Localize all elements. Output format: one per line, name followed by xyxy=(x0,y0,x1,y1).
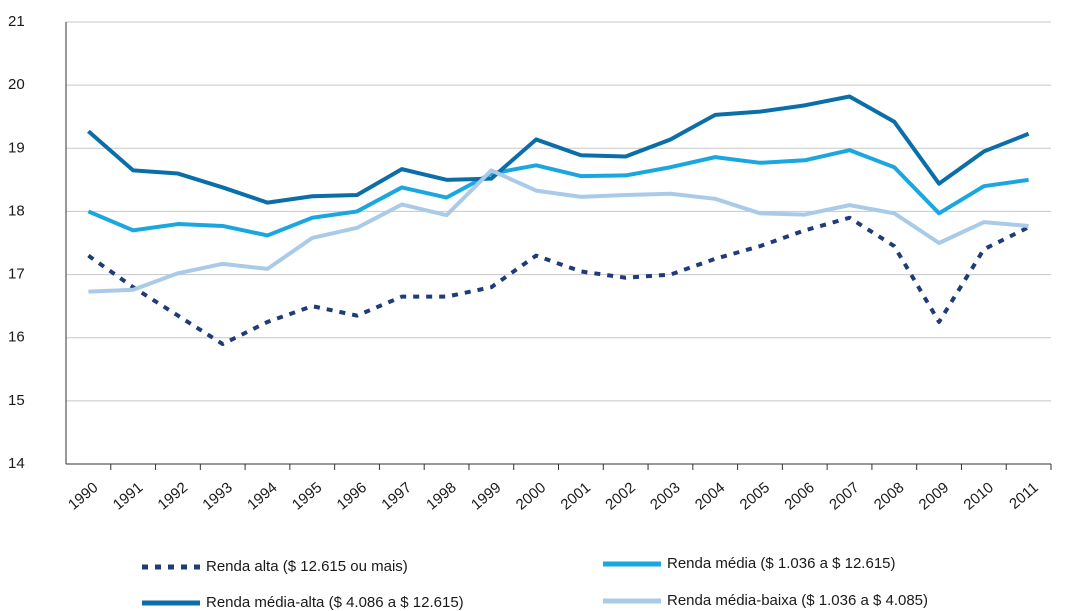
x-tick-label: 2000 xyxy=(513,479,549,513)
legend-label: Renda alta ($ 12.615 ou mais) xyxy=(206,558,408,575)
y-tick-label: 16 xyxy=(8,329,25,346)
x-tick-label: 1998 xyxy=(423,479,459,513)
legend-label: Renda média-alta ($ 4.086 a $ 12.615) xyxy=(206,594,464,611)
x-tick-label: 2009 xyxy=(916,479,952,513)
x-tick-label: 2006 xyxy=(781,479,817,513)
x-tick-label: 2011 xyxy=(1006,479,1042,513)
x-tick-label: 2004 xyxy=(692,479,728,513)
x-tick-label: 1992 xyxy=(155,479,191,513)
y-tick-label: 15 xyxy=(8,392,25,409)
x-tick-label: 1991 xyxy=(110,479,146,513)
x-tick-label: 1994 xyxy=(244,479,280,513)
legend-label: Renda média ($ 1.036 a $ 12.615) xyxy=(667,555,896,572)
x-tick-label: 1990 xyxy=(65,479,101,513)
series-line xyxy=(87,148,1029,238)
series-line xyxy=(87,94,1030,205)
x-tick-label: 1997 xyxy=(378,479,414,513)
x-tick-label: 2008 xyxy=(871,479,907,513)
x-tick-label: 2001 xyxy=(558,479,594,513)
y-tick-label: 18 xyxy=(8,202,25,219)
x-tick-label: 1995 xyxy=(289,479,325,513)
y-tick-label: 14 xyxy=(8,455,25,472)
y-tick-label: 19 xyxy=(8,139,25,156)
x-tick-label: 2005 xyxy=(737,479,773,513)
y-tick-label: 21 xyxy=(8,13,25,30)
x-tick-label: 1999 xyxy=(468,479,504,513)
x-tick-label: 2010 xyxy=(960,479,996,513)
series-line xyxy=(88,168,1029,294)
y-tick-label: 17 xyxy=(8,266,25,283)
x-tick-label: 2002 xyxy=(602,479,638,513)
series-line xyxy=(87,215,1030,347)
x-tick-label: 1993 xyxy=(199,479,235,513)
x-tick-label: 2007 xyxy=(826,479,862,513)
legend-label: Renda média-baixa ($ 1.036 a $ 4.085) xyxy=(667,592,928,609)
x-tick-label: 2003 xyxy=(647,479,683,513)
x-tick-label: 1996 xyxy=(334,479,370,513)
y-tick-label: 20 xyxy=(8,76,25,93)
